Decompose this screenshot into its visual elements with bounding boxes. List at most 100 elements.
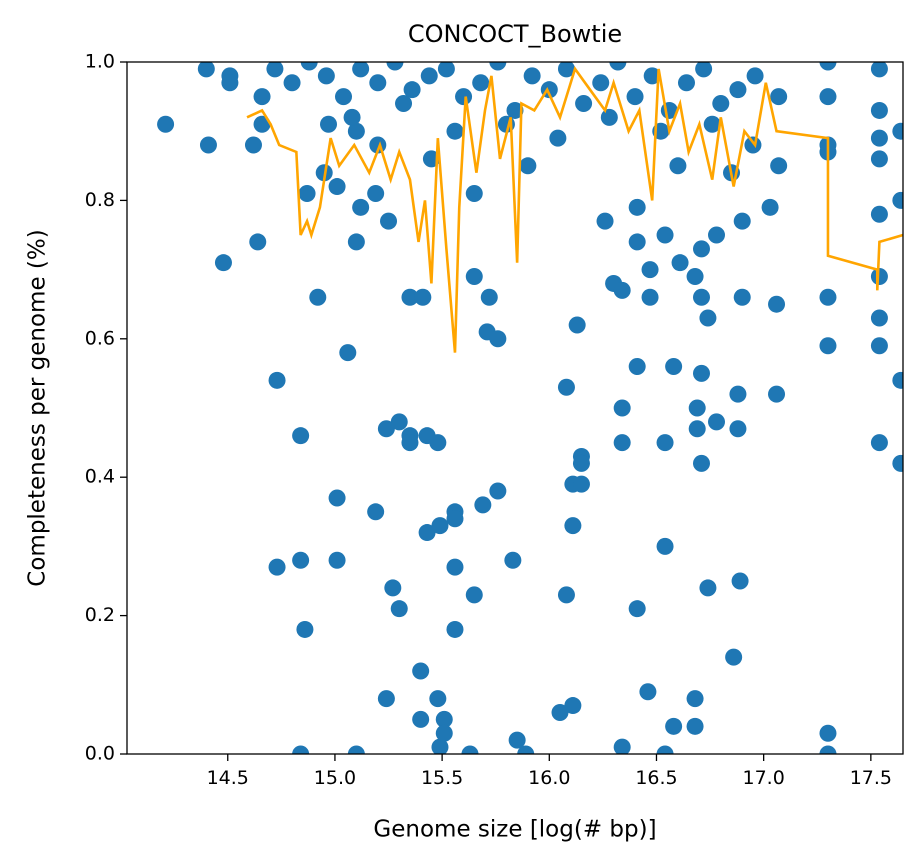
scatter-point [377, 690, 395, 708]
scatter-point [221, 74, 239, 92]
scatter-point [431, 738, 449, 754]
scatter-point [435, 724, 453, 742]
scatter-point [575, 95, 593, 113]
scatter-point [352, 198, 370, 216]
scatter-point [320, 115, 338, 133]
scatter-point [446, 122, 464, 140]
scatter-point [870, 309, 888, 327]
y-tick-label: 0.4 [85, 466, 115, 488]
scatter-point [708, 226, 726, 244]
scatter-point [292, 551, 310, 569]
x-tick-label: 15.5 [421, 767, 463, 789]
y-tick-label: 0.8 [85, 189, 115, 211]
scatter-point [549, 129, 567, 147]
y-axis-label: Completeness per genome (%) [25, 229, 51, 586]
scatter-point [870, 150, 888, 168]
x-tick-label: 17.5 [850, 767, 892, 789]
scatter-point [557, 378, 575, 396]
chart-title: CONCOCT_Bowtie [408, 20, 622, 48]
scatter-point [352, 62, 370, 78]
x-tick-label: 16.5 [635, 767, 677, 789]
scatter-point [892, 371, 903, 389]
scatter-point [557, 62, 575, 78]
scatter-point [703, 115, 721, 133]
scatter-point [892, 122, 903, 140]
scatter-point [870, 101, 888, 119]
scatter-point [253, 88, 271, 106]
scatter-point [214, 254, 232, 272]
scatter-point [761, 198, 779, 216]
scatter-point [489, 482, 507, 500]
scatter-point [328, 489, 346, 507]
scatter-point [367, 184, 385, 202]
scatter-point [699, 309, 717, 327]
scatter-point [613, 434, 631, 452]
scatter-point [489, 62, 507, 71]
scatter-point [386, 62, 404, 71]
scatter-point [380, 212, 398, 230]
scatter-point [708, 413, 726, 431]
y-tick-label: 0.2 [85, 604, 115, 626]
scatter-point [377, 420, 395, 438]
scatter-point [390, 600, 408, 618]
scatter-point [870, 205, 888, 223]
scatter-point [639, 683, 657, 701]
scatter-point [712, 95, 730, 113]
trend-line [246, 66, 903, 353]
scatter-point [298, 184, 316, 202]
scatter-point [395, 95, 413, 113]
scatter-point [474, 496, 492, 514]
scatter-point [592, 74, 610, 92]
scatter-point [253, 115, 271, 133]
axes: 14.5 15.0 15.5 16.0 16.5 17.0 17.5 0.0 0.2 0.4 0.6… [85, 51, 904, 789]
scatter-point [465, 586, 483, 604]
scatter-point [643, 67, 661, 85]
scatter-point [465, 184, 483, 202]
scatter-point [692, 240, 710, 258]
scatter-point [384, 579, 402, 597]
scatter-point [746, 67, 764, 85]
scatter-point [429, 690, 447, 708]
y-tick-label: 0.6 [85, 327, 115, 349]
scatter-point [266, 62, 284, 78]
scatter-point [692, 454, 710, 472]
scatter-point [686, 690, 704, 708]
scatter-point [641, 288, 659, 306]
scatter-point [268, 371, 286, 389]
scatter-point [870, 268, 888, 286]
plot-area [157, 62, 903, 754]
scatter-point [369, 74, 387, 92]
scatter-point [551, 703, 569, 721]
scatter-point [296, 620, 314, 638]
scatter-point [819, 62, 837, 71]
scatter-point [572, 454, 590, 472]
scatter-point [401, 434, 419, 452]
scatter-point [613, 281, 631, 299]
scatter-point [744, 136, 762, 154]
scatter-point [686, 717, 704, 735]
scatter-point [489, 330, 507, 348]
scatter-point [347, 745, 365, 754]
scatter-point [517, 745, 535, 754]
scatter-point [367, 503, 385, 521]
scatter-point [347, 233, 365, 251]
scatter-point [671, 254, 689, 272]
scatter-point [669, 157, 687, 175]
scatter-point [199, 136, 217, 154]
scatter-point [557, 586, 575, 604]
scatter-point [692, 364, 710, 382]
scatter-point [729, 420, 747, 438]
scatter-point [819, 337, 837, 355]
scatter-point [688, 399, 706, 417]
scatter-point [628, 357, 646, 375]
scatter-point [892, 191, 903, 209]
x-tick-label: 16.0 [528, 767, 570, 789]
scatter-point [568, 316, 586, 334]
scatter-point [770, 88, 788, 106]
scatter-point [412, 662, 430, 680]
scatter-point [656, 537, 674, 555]
scatter-point [519, 157, 537, 175]
scatter-point [283, 74, 301, 92]
scatter-point [347, 122, 365, 140]
